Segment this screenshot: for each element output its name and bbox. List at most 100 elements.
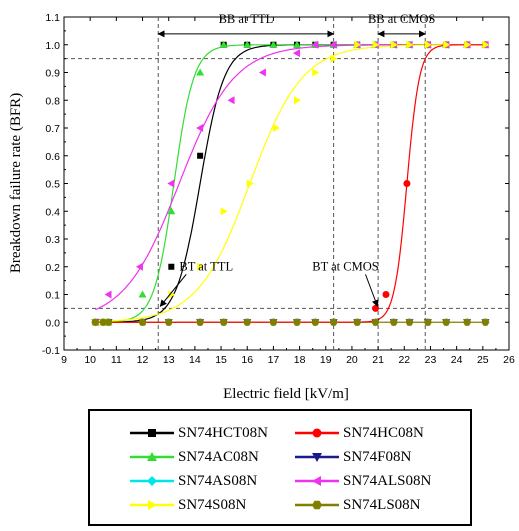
data-point: [196, 124, 204, 132]
legend-swatch: [130, 476, 174, 486]
data-point: [168, 263, 175, 270]
data-point: [424, 40, 432, 49]
data-point: [354, 40, 362, 49]
legend-swatch: [130, 452, 174, 461]
data-point: [269, 318, 278, 326]
data-point: [196, 68, 205, 76]
data-point: [135, 262, 143, 271]
data-point: [329, 40, 337, 49]
x-tick-label: 13: [163, 354, 175, 366]
data-point: [104, 290, 112, 299]
data-point: [243, 318, 252, 326]
legend-label: SN74S08N: [178, 496, 247, 513]
legend-item: SN74LS08N: [295, 493, 421, 517]
data-point: [311, 40, 319, 49]
data-point: [138, 290, 147, 298]
data-point: [167, 207, 176, 215]
x-tick-label: 10: [84, 354, 96, 366]
data-point: [442, 318, 451, 326]
reference-lines: [64, 17, 509, 350]
data-point: [269, 40, 278, 48]
data-point: [227, 96, 235, 105]
legend-swatch: [130, 429, 174, 437]
x-tick-label: 11: [111, 354, 122, 366]
legend-label: SN74HC08N: [343, 424, 424, 441]
fit-curve: [95, 44, 485, 323]
legend-label: SN74AS08N: [178, 472, 258, 489]
legend-swatch: [295, 476, 339, 486]
legend-item: SN74S08N: [130, 493, 246, 517]
callout-label: BT at TTL: [179, 259, 233, 273]
data-point: [330, 54, 338, 63]
data-point: [423, 318, 432, 326]
x-tick-label: 12: [137, 354, 149, 366]
legend-label: SN74ALS08N: [343, 472, 432, 489]
legend-marker: [312, 500, 322, 510]
x-tick-label: 17: [268, 354, 280, 366]
range-label: BB at CMOS: [368, 12, 435, 26]
y-tick-label: 1.0: [45, 40, 60, 52]
fit-curves: [95, 44, 486, 323]
data-point: [464, 40, 472, 49]
legend-swatch: [295, 500, 339, 510]
data-point: [104, 318, 113, 326]
series-sn74hct08n: [92, 41, 489, 326]
legend-label: SN74LS08N: [343, 496, 421, 513]
y-tick-label: 0.3: [45, 234, 60, 246]
data-point: [372, 40, 380, 49]
data-point: [311, 318, 320, 326]
y-tick-label: 0.6: [45, 151, 60, 163]
fit-curve: [95, 44, 485, 323]
callout-arrow: [365, 274, 379, 308]
data-point: [406, 40, 414, 49]
x-tick-label: 19: [320, 354, 332, 366]
legend-marker: [312, 453, 322, 462]
data-point: [390, 40, 398, 49]
fit-curve: [95, 44, 485, 323]
fit-curve: [95, 44, 485, 311]
legend-item: SN74AC08N: [130, 445, 259, 469]
data-point: [403, 180, 411, 187]
data-point: [443, 40, 451, 49]
legend-label: SN74AC08N: [178, 448, 259, 465]
y-tick-label: 0.1: [45, 290, 60, 302]
legend-item: SN74ALS08N: [295, 469, 431, 493]
legend-marker: [312, 476, 321, 486]
series-sn74s08n: [92, 40, 490, 327]
legend-item: SN74AS08N: [130, 469, 257, 493]
x-tick-label: 9: [61, 354, 67, 366]
annotations: BB at TTL BB at CMOS BT at TTL BT at CMOS: [157, 12, 435, 308]
x-tick-label: 16: [241, 354, 253, 366]
data-point: [99, 318, 108, 326]
series-sn74ac08n: [91, 40, 490, 326]
data-point: [220, 207, 228, 216]
x-tick-label: 15: [215, 354, 227, 366]
legend-marker: [148, 500, 157, 510]
data-point: [197, 152, 204, 159]
legend-swatch: [295, 453, 339, 462]
data-point: [243, 40, 252, 48]
data-point: [219, 318, 228, 326]
y-tick-label: 0.5: [45, 179, 60, 191]
data-point: [329, 318, 338, 326]
y-tick-label: 0.8: [45, 95, 60, 107]
data-point: [168, 290, 176, 299]
x-tick-label: 14: [189, 354, 201, 366]
plot-area: [63, 16, 510, 351]
data-point: [138, 318, 147, 326]
y-tick-label: 0.0: [45, 317, 60, 329]
x-tick-label: 23: [425, 354, 437, 366]
callout-label: BT at CMOS: [312, 259, 378, 273]
data-point: [482, 40, 490, 49]
series-sn74ls08n: [91, 318, 490, 326]
data-point: [353, 318, 362, 326]
data-point: [167, 179, 175, 188]
data-point: [405, 318, 414, 326]
x-tick-label: 24: [451, 354, 463, 366]
y-tick-label: 0.2: [45, 262, 60, 274]
plot-border: [63, 16, 510, 351]
x-tick-label: 26: [503, 354, 515, 366]
legend-marker: [148, 429, 156, 437]
data-point: [273, 124, 281, 132]
legend-label: SN74F08N: [343, 448, 412, 465]
